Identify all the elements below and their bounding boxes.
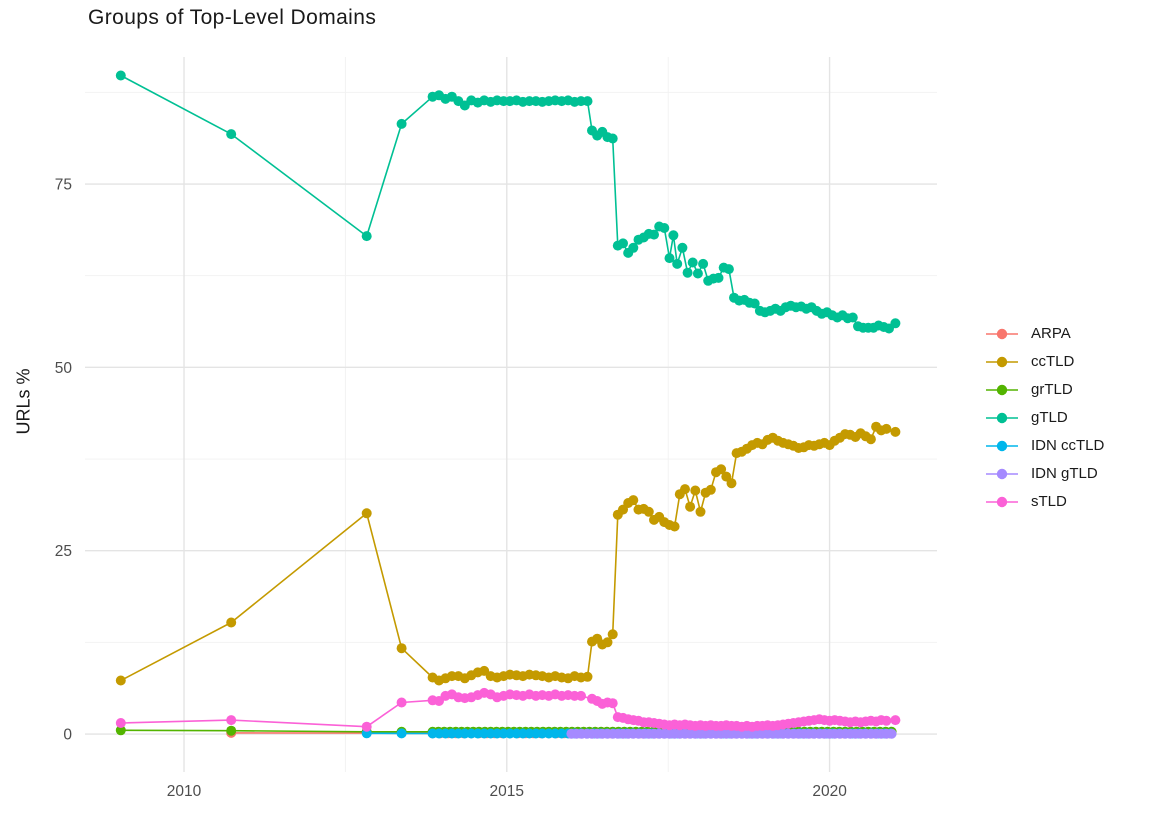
data-point [628,242,639,253]
data-point [226,715,237,726]
legend-key-icon [986,328,1018,339]
legend-label: gTLD [1031,409,1068,426]
legend: ARPA ccTLD grTLD gTLD IDN ccTLD [985,324,1104,511]
data-point [886,728,897,739]
data-point [865,434,876,445]
y-tick-label: 50 [55,360,73,377]
data-point [682,267,693,278]
data-point [672,258,683,269]
data-point [668,230,679,241]
y-axis-title: URLs % [13,368,34,435]
data-point [396,728,407,739]
x-tick-label: 2015 [490,783,524,800]
series-points-cctld [115,421,901,686]
legend-label: IDN gTLD [1031,465,1098,482]
data-point [115,70,126,81]
y-tick-label: 25 [55,543,72,560]
data-point [685,501,696,512]
data-point [582,671,593,682]
legend-label: IDN ccTLD [1031,437,1105,454]
data-point [664,253,675,264]
data-point [690,485,701,496]
legend-key-icon [986,412,1018,423]
data-point [716,464,727,475]
legend-item-idn-cctld: IDN ccTLD [985,436,1104,455]
y-tick-label: 75 [55,177,72,194]
legend-item-grtld: grTLD [985,380,1104,399]
data-point [705,484,716,495]
data-point [115,675,126,686]
data-point [692,268,703,279]
data-point [890,715,901,726]
data-point [396,118,407,129]
legend-item-idn-gtld: IDN gTLD [985,464,1104,483]
page-title: Groups of Top-Level Domains [88,6,377,29]
data-point [226,129,237,140]
legend-key-icon [986,496,1018,507]
data-point [643,506,654,517]
data-point [698,258,709,269]
data-point [677,242,688,253]
legend-key-icon [986,440,1018,451]
legend-key-icon [986,468,1018,479]
legend-label: grTLD [1031,381,1073,398]
data-point [659,223,670,233]
data-point [726,478,737,489]
data-point [607,698,618,709]
legend-label: sTLD [1031,493,1067,510]
data-point [361,508,372,519]
data-point [649,229,659,240]
legend-item-arpa: ARPA [985,324,1104,343]
data-point [361,231,372,242]
legend-key-icon [986,384,1018,395]
data-point [361,721,372,732]
legend-item-stld: sTLD [985,492,1104,511]
data-point [713,272,724,283]
data-point [628,495,639,506]
data-point [396,697,407,708]
data-point [687,257,698,268]
data-point [680,484,690,495]
data-point [582,96,593,107]
legend-label: ccTLD [1031,353,1075,370]
data-point [607,133,618,144]
data-point [618,238,628,249]
data-point [226,725,237,736]
series-points-stld [115,687,901,732]
data-point [396,643,407,654]
data-point [695,506,706,517]
data-point [881,423,892,434]
legend-item-cctld: ccTLD [985,352,1104,371]
data-point [115,725,126,736]
data-point [890,426,901,437]
series-points-gtld [115,70,901,334]
data-point [749,298,760,309]
legend-item-gtld: gTLD [985,408,1104,427]
data-point [607,629,618,640]
legend-key-icon [986,356,1018,367]
x-tick-label: 2010 [167,783,202,800]
legend-label: ARPA [1031,325,1071,342]
data-point [669,521,680,532]
data-point [115,718,126,728]
data-point [890,318,901,329]
data-point [576,690,586,701]
x-tick-label: 2020 [812,783,847,800]
data-point [881,715,892,726]
y-tick-label: 0 [63,727,72,744]
series-line-gtld [120,74,896,330]
data-point [723,264,734,275]
data-point [226,617,237,628]
data-point [847,312,858,323]
series-points-idn-gtld [566,728,897,739]
data-point [602,637,613,648]
